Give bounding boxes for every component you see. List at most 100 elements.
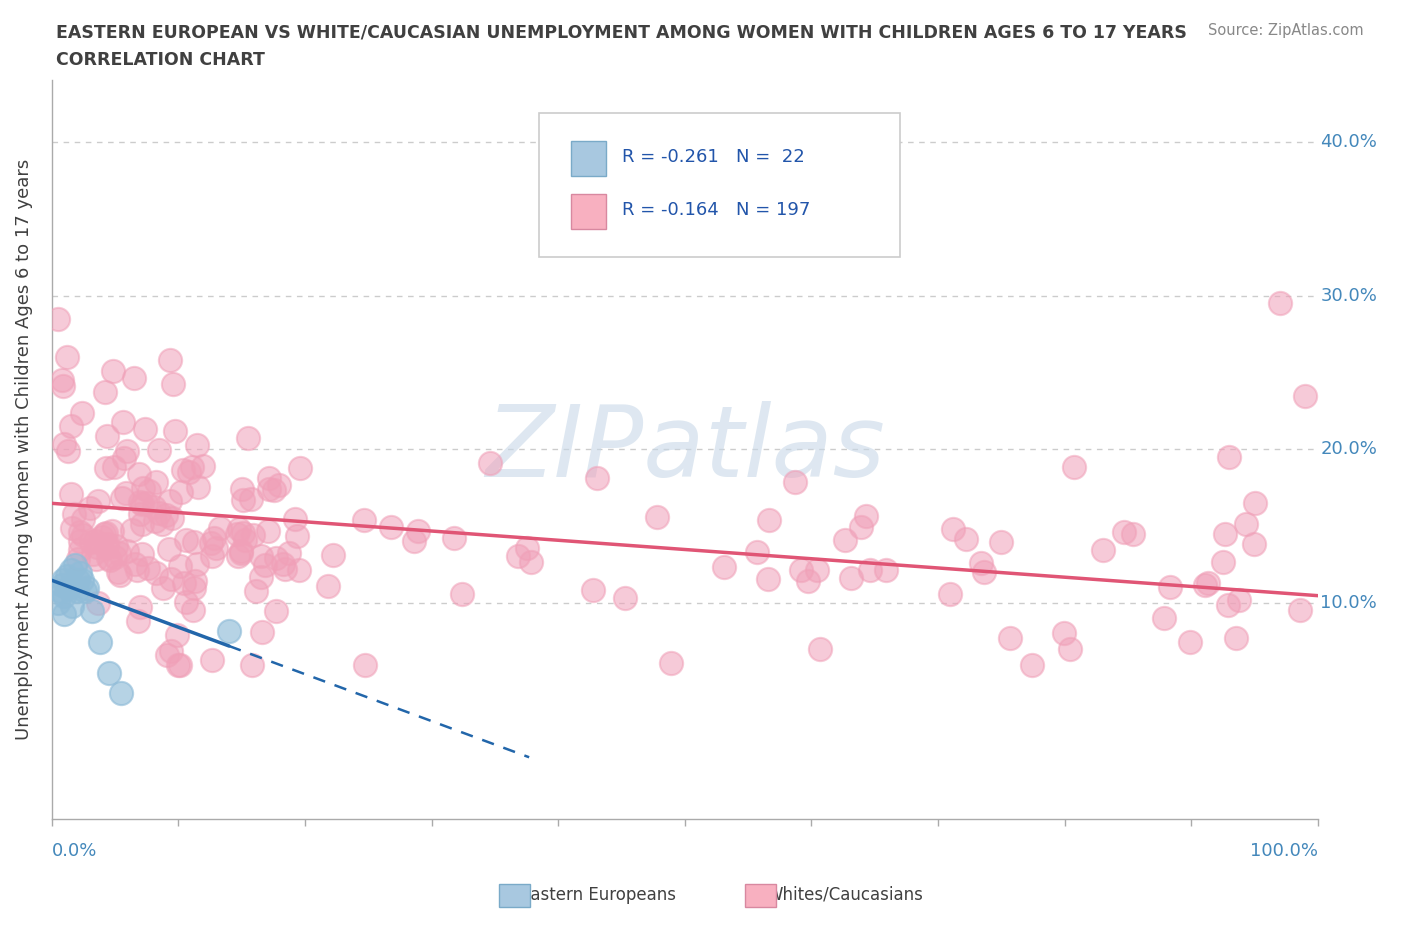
Point bbox=[56, 444, 79, 458]
Point bbox=[443, 530, 465, 545]
Point bbox=[145, 565, 167, 580]
Point bbox=[1197, 576, 1219, 591]
Point bbox=[87, 596, 110, 611]
Point bbox=[209, 521, 232, 536]
Point bbox=[201, 549, 224, 564]
Point bbox=[59, 418, 82, 433]
Point bbox=[1212, 554, 1234, 569]
Point bbox=[170, 485, 193, 500]
Point bbox=[66, 584, 89, 599]
Point bbox=[134, 422, 156, 437]
Point bbox=[63, 557, 86, 572]
FancyBboxPatch shape bbox=[540, 113, 900, 258]
Text: Eastern Europeans: Eastern Europeans bbox=[520, 885, 676, 904]
Point bbox=[267, 477, 290, 492]
Point bbox=[245, 584, 267, 599]
Point bbox=[380, 520, 402, 535]
Point bbox=[96, 429, 118, 444]
Point bbox=[288, 460, 311, 475]
Point bbox=[316, 579, 339, 594]
Point bbox=[94, 460, 117, 475]
Point bbox=[56, 568, 79, 583]
Y-axis label: Unemployment Among Women with Children Ages 6 to 17 years: Unemployment Among Women with Children A… bbox=[15, 159, 32, 740]
Point bbox=[806, 563, 828, 578]
Text: 0.0%: 0.0% bbox=[52, 842, 97, 860]
Point bbox=[79, 500, 101, 515]
Text: Source: ZipAtlas.com: Source: ZipAtlas.com bbox=[1208, 23, 1364, 38]
Point bbox=[125, 563, 148, 578]
Point bbox=[49, 584, 72, 599]
Text: R = -0.261   N =  22: R = -0.261 N = 22 bbox=[621, 148, 804, 166]
Point bbox=[53, 436, 76, 451]
Point bbox=[127, 614, 149, 629]
Point bbox=[231, 545, 253, 560]
Point bbox=[191, 458, 214, 473]
Point bbox=[973, 565, 995, 579]
Point bbox=[112, 415, 135, 430]
Point bbox=[179, 465, 201, 480]
Point bbox=[226, 526, 249, 541]
Point bbox=[1021, 658, 1043, 672]
Point bbox=[152, 580, 174, 595]
Point bbox=[80, 534, 103, 549]
Point bbox=[103, 459, 125, 474]
Text: Whites/Caucasians: Whites/Caucasians bbox=[766, 885, 924, 904]
Text: ZIPatlas: ZIPatlas bbox=[485, 401, 884, 498]
Point bbox=[253, 558, 276, 573]
Point bbox=[60, 599, 83, 614]
Point bbox=[136, 561, 159, 576]
Point bbox=[756, 572, 779, 587]
Point bbox=[231, 482, 253, 497]
Point bbox=[129, 495, 152, 510]
Point bbox=[107, 565, 129, 579]
Point bbox=[172, 462, 194, 477]
Point bbox=[789, 563, 811, 578]
Point bbox=[479, 456, 502, 471]
Point bbox=[322, 547, 344, 562]
Point bbox=[173, 576, 195, 591]
Point bbox=[56, 350, 79, 365]
Point bbox=[121, 523, 143, 538]
Point bbox=[69, 534, 91, 549]
Point bbox=[169, 658, 191, 672]
Point bbox=[53, 606, 76, 621]
Point bbox=[51, 373, 73, 388]
Point bbox=[183, 581, 205, 596]
Point bbox=[138, 483, 160, 498]
Point bbox=[97, 551, 120, 565]
Point bbox=[939, 586, 962, 601]
Point bbox=[181, 603, 204, 618]
Point bbox=[72, 527, 94, 542]
Point bbox=[51, 578, 73, 592]
Point bbox=[82, 547, 104, 562]
Point bbox=[104, 538, 127, 553]
Point bbox=[128, 466, 150, 481]
Point bbox=[148, 443, 170, 458]
Point bbox=[159, 572, 181, 587]
Point bbox=[131, 481, 153, 496]
Point bbox=[97, 665, 120, 680]
Point bbox=[1063, 459, 1085, 474]
Point bbox=[73, 584, 96, 599]
Point bbox=[181, 459, 204, 474]
Point bbox=[231, 544, 253, 559]
Point bbox=[647, 510, 669, 525]
Point bbox=[169, 559, 191, 574]
Point bbox=[72, 512, 94, 526]
Bar bbox=[571, 193, 606, 230]
Point bbox=[108, 567, 131, 582]
Point bbox=[1288, 603, 1310, 618]
Text: 100.0%: 100.0% bbox=[1250, 842, 1317, 860]
Point bbox=[145, 474, 167, 489]
Point bbox=[942, 522, 965, 537]
Bar bbox=[571, 140, 606, 176]
Point bbox=[155, 508, 177, 523]
Point bbox=[67, 551, 90, 566]
Point bbox=[586, 471, 609, 485]
Point bbox=[186, 438, 208, 453]
Point bbox=[142, 499, 165, 514]
Point bbox=[264, 604, 287, 618]
Point bbox=[218, 624, 240, 639]
Point bbox=[271, 556, 294, 571]
Point bbox=[236, 431, 259, 445]
